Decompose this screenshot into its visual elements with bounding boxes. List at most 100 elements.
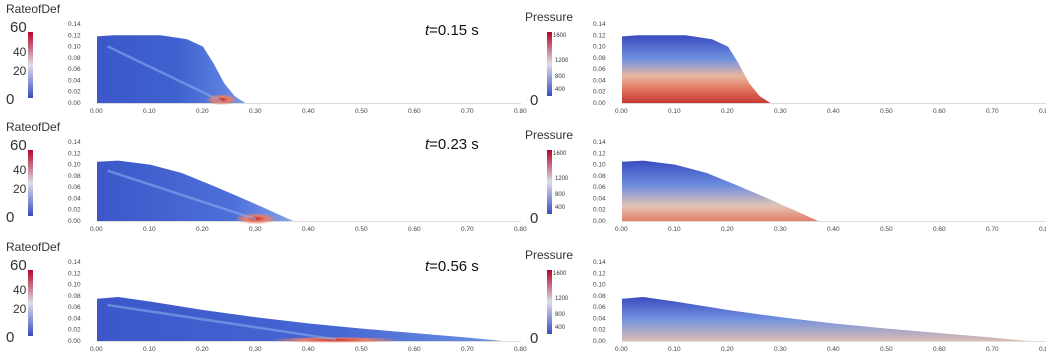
y-tick-label: 0.06 <box>68 66 81 73</box>
x-tick-label: 0.00 <box>90 346 103 353</box>
x-tick-label: 0.60 <box>933 346 946 353</box>
x-tick-label: 0.80 <box>1039 346 1046 353</box>
time-label: t=0.23 s <box>425 136 479 153</box>
y-tick-label: 0.02 <box>68 207 81 214</box>
y-tick-label: 0.14 <box>593 259 606 266</box>
x-tick-label: 0.30 <box>249 226 262 233</box>
y-tick-label: 0.08 <box>68 293 81 300</box>
x-tick-label: 0.20 <box>721 346 734 353</box>
y-tick-label: 0.14 <box>68 259 81 266</box>
x-tick-label: 0.20 <box>196 346 209 353</box>
x-tick-label: 0.30 <box>774 108 787 115</box>
y-tick-label: 0.10 <box>68 162 81 169</box>
y-tick-label: 0.04 <box>68 315 81 322</box>
x-tick-label: 0.70 <box>986 108 999 115</box>
pressure-panel-row-2: Pressure 1600 1200 800 400 0 0.00 0.02 0.04 0.06 0… <box>525 128 1046 233</box>
x-tick-label: 0.50 <box>880 108 893 115</box>
x-tick-label: 0.50 <box>880 346 893 353</box>
y-tick-label: 0.10 <box>593 282 606 289</box>
y-tick-label: 0.00 <box>593 338 606 345</box>
rateofdef-panel-row-1: RateofDef 60 40 20 0 0.00 0.02 0.04 0.06 0.08 0.10… <box>6 2 527 115</box>
colorbar-label: Pressure <box>525 128 573 142</box>
colorbar-tick-label: 40 <box>13 45 27 59</box>
colorbar-label: RateofDef <box>6 240 61 254</box>
x-tick-label: 0.30 <box>774 346 787 353</box>
colorbar-tick-label: 1200 <box>555 58 569 64</box>
x-tick-label: 0.50 <box>355 226 368 233</box>
x-tick-label: 0.40 <box>302 108 315 115</box>
x-tick-label: 0.60 <box>408 346 421 353</box>
colorbar-label: Pressure <box>525 248 573 262</box>
x-tick-label: 0.20 <box>721 108 734 115</box>
y-tick-label: 0.04 <box>68 77 81 84</box>
x-tick-label: 0.40 <box>302 346 315 353</box>
x-tick-label: 0.60 <box>408 226 421 233</box>
colorbar-max-label: 1600 <box>553 271 567 277</box>
x-tick-label: 0.60 <box>933 108 946 115</box>
x-tick-label: 0.00 <box>90 226 103 233</box>
x-tick-label: 0.60 <box>408 108 421 115</box>
colorbar-tick-label: 400 <box>555 87 566 93</box>
x-tick-label: 0.40 <box>827 346 840 353</box>
x-tick-label: 0.10 <box>143 346 156 353</box>
colorbar-max-label: 1600 <box>553 151 567 157</box>
colorbar-gradient <box>547 270 552 334</box>
y-tick-label: 0.08 <box>593 55 606 62</box>
y-tick-label: 0.08 <box>68 55 81 62</box>
x-tick-label: 0.60 <box>933 226 946 233</box>
x-tick-label: 0.30 <box>249 346 262 353</box>
rateofdef-panel-row-3: RateofDef 60 40 20 0 0.00 0.02 0.04 0.06 0.08 0.10… <box>6 240 527 353</box>
y-tick-label: 0.14 <box>593 139 606 146</box>
y-tick-label: 0.08 <box>68 173 81 180</box>
colorbar-min-label: 0 <box>6 91 14 108</box>
y-tick-label: 0.04 <box>593 77 606 84</box>
y-tick-label: 0.04 <box>593 315 606 322</box>
x-tick-label: 0.50 <box>355 108 368 115</box>
y-tick-label: 0.12 <box>68 150 81 157</box>
x-tick-label: 0.80 <box>1039 226 1046 233</box>
colorbar-min-label: 0 <box>6 209 14 226</box>
y-tick-label: 0.12 <box>68 270 81 277</box>
x-tick-label: 0.10 <box>668 346 681 353</box>
shear-band <box>107 45 223 103</box>
y-tick-label: 0.00 <box>68 100 81 107</box>
y-tick-label: 0.00 <box>593 218 606 225</box>
x-tick-label: 0.70 <box>461 226 474 233</box>
x-tick-label: 0.00 <box>90 108 103 115</box>
y-tick-label: 0.10 <box>68 44 81 51</box>
colorbar-tick-label: 1200 <box>555 296 569 302</box>
y-tick-label: 0.10 <box>593 44 606 51</box>
x-tick-label: 0.30 <box>249 108 262 115</box>
x-tick-label: 0.50 <box>880 226 893 233</box>
colorbar-tick-label: 20 <box>13 182 27 196</box>
colorbar-max-label: 60 <box>10 137 27 154</box>
colorbar-gradient <box>28 270 33 336</box>
x-tick-label: 0.70 <box>461 108 474 115</box>
y-tick-label: 0.12 <box>593 270 606 277</box>
flow-field-shape <box>97 297 503 341</box>
x-tick-label: 0.00 <box>615 346 628 353</box>
y-tick-label: 0.12 <box>593 150 606 157</box>
x-tick-label: 0.00 <box>615 108 628 115</box>
y-tick-label: 0.06 <box>593 66 606 73</box>
colorbar-min-label: 0 <box>6 329 14 346</box>
y-tick-label: 0.00 <box>68 338 81 345</box>
colorbar-max-label: 1600 <box>553 33 567 39</box>
x-tick-label: 0.70 <box>986 226 999 233</box>
colorbar-max-label: 60 <box>10 257 27 274</box>
x-tick-label: 0.80 <box>514 226 527 233</box>
flow-field-shape <box>622 160 819 221</box>
shear-band <box>107 303 336 341</box>
y-tick-label: 0.06 <box>68 304 81 311</box>
pressure-panel-row-3: Pressure 1600 1200 800 400 0 0.00 0.02 0.04 0.06 0… <box>525 248 1046 353</box>
colorbar-gradient <box>28 150 33 216</box>
flow-field-shape <box>622 35 771 103</box>
time-label: t=0.56 s <box>425 258 479 275</box>
time-label: t=0.15 s <box>425 22 479 39</box>
y-tick-label: 0.02 <box>593 327 606 334</box>
flow-field-shape <box>622 297 1028 341</box>
x-tick-label: 0.80 <box>514 108 527 115</box>
high-rate-region <box>269 336 402 343</box>
colorbar-label: RateofDef <box>6 2 61 16</box>
